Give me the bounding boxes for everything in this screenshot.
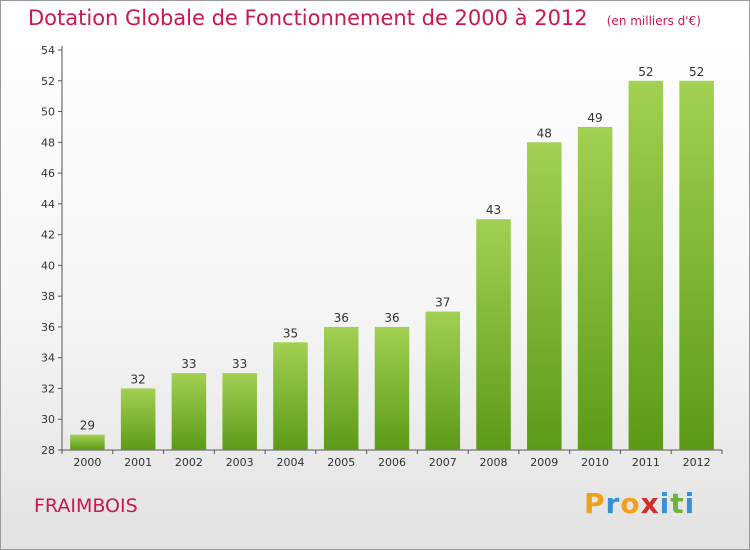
logo-letter-4: i [659, 487, 671, 520]
x-tick-label-2005: 2005 [327, 456, 355, 469]
logo-letter-0: P [584, 487, 606, 520]
logo-letter-6: i [684, 487, 696, 520]
bar-2006 [374, 326, 410, 450]
x-tick-label-2001: 2001 [124, 456, 152, 469]
chart-title-block: Dotation Globale de Fonctionnement de 20… [28, 6, 701, 30]
bar-2004 [273, 342, 308, 450]
bar-2009 [527, 142, 562, 451]
y-tick-label-36: 36 [41, 321, 55, 334]
x-tick-label-2012: 2012 [683, 456, 711, 469]
y-tick-label-46: 46 [41, 167, 55, 180]
bar-2012 [679, 80, 714, 451]
x-tick-label-2008: 2008 [480, 456, 508, 469]
value-label-2003: 33 [232, 357, 247, 371]
y-tick-label-32: 32 [41, 382, 55, 395]
y-tick-label-40: 40 [41, 259, 55, 272]
y-tick-label-44: 44 [41, 198, 55, 211]
x-tick-label-2010: 2010 [581, 456, 609, 469]
x-tick-label-2002: 2002 [175, 456, 203, 469]
x-tick-label-2000: 2000 [73, 456, 101, 469]
x-tick-label-2011: 2011 [632, 456, 660, 469]
y-tick-label-50: 50 [41, 106, 55, 119]
x-tick-label-2003: 2003 [226, 456, 254, 469]
y-tick-label-48: 48 [41, 136, 55, 149]
value-label-2001: 32 [131, 372, 146, 386]
y-tick-label-28: 28 [41, 444, 55, 457]
logo-letter-3: x [640, 487, 660, 520]
bar-2003 [222, 373, 257, 450]
bar-2001 [120, 388, 156, 450]
y-tick-label-30: 30 [41, 413, 55, 426]
value-label-2010: 49 [587, 111, 602, 125]
value-label-2007: 37 [435, 296, 450, 310]
value-label-2005: 36 [334, 311, 349, 325]
x-tick-label-2009: 2009 [530, 456, 558, 469]
y-tick-label-38: 38 [41, 290, 55, 303]
value-label-2002: 33 [181, 357, 196, 371]
proxiti-logo: Proxiti [584, 487, 695, 520]
y-tick-label-34: 34 [41, 352, 55, 365]
logo-letter-5: t [670, 487, 685, 520]
value-label-2009: 48 [537, 126, 552, 140]
place-name: FRAIMBOIS [34, 495, 138, 517]
x-tick-label-2004: 2004 [276, 456, 304, 469]
bar-2005 [323, 326, 359, 450]
logo-letter-2: o [620, 487, 641, 520]
x-tick-label-2007: 2007 [429, 456, 457, 469]
bar-2011 [628, 80, 664, 451]
value-label-2011: 52 [638, 65, 653, 79]
bar-2010 [577, 126, 613, 450]
value-label-2008: 43 [486, 203, 501, 217]
y-tick-label-42: 42 [41, 229, 55, 242]
x-tick-label-2006: 2006 [378, 456, 406, 469]
bar-2007 [425, 311, 461, 450]
y-tick-label-52: 52 [41, 75, 55, 88]
y-tick-label-54: 54 [41, 44, 55, 57]
chart-subtitle: (en milliers d'€) [606, 14, 701, 28]
bar-2002 [171, 373, 207, 450]
chart-title: Dotation Globale de Fonctionnement de 20… [28, 6, 588, 30]
value-label-2000: 29 [80, 419, 95, 433]
bar-2000 [70, 434, 105, 450]
value-label-2006: 36 [384, 311, 399, 325]
value-label-2004: 35 [283, 326, 298, 340]
value-label-2012: 52 [689, 65, 704, 79]
logo-letter-1: r [605, 487, 621, 520]
bar-2008 [476, 219, 511, 450]
